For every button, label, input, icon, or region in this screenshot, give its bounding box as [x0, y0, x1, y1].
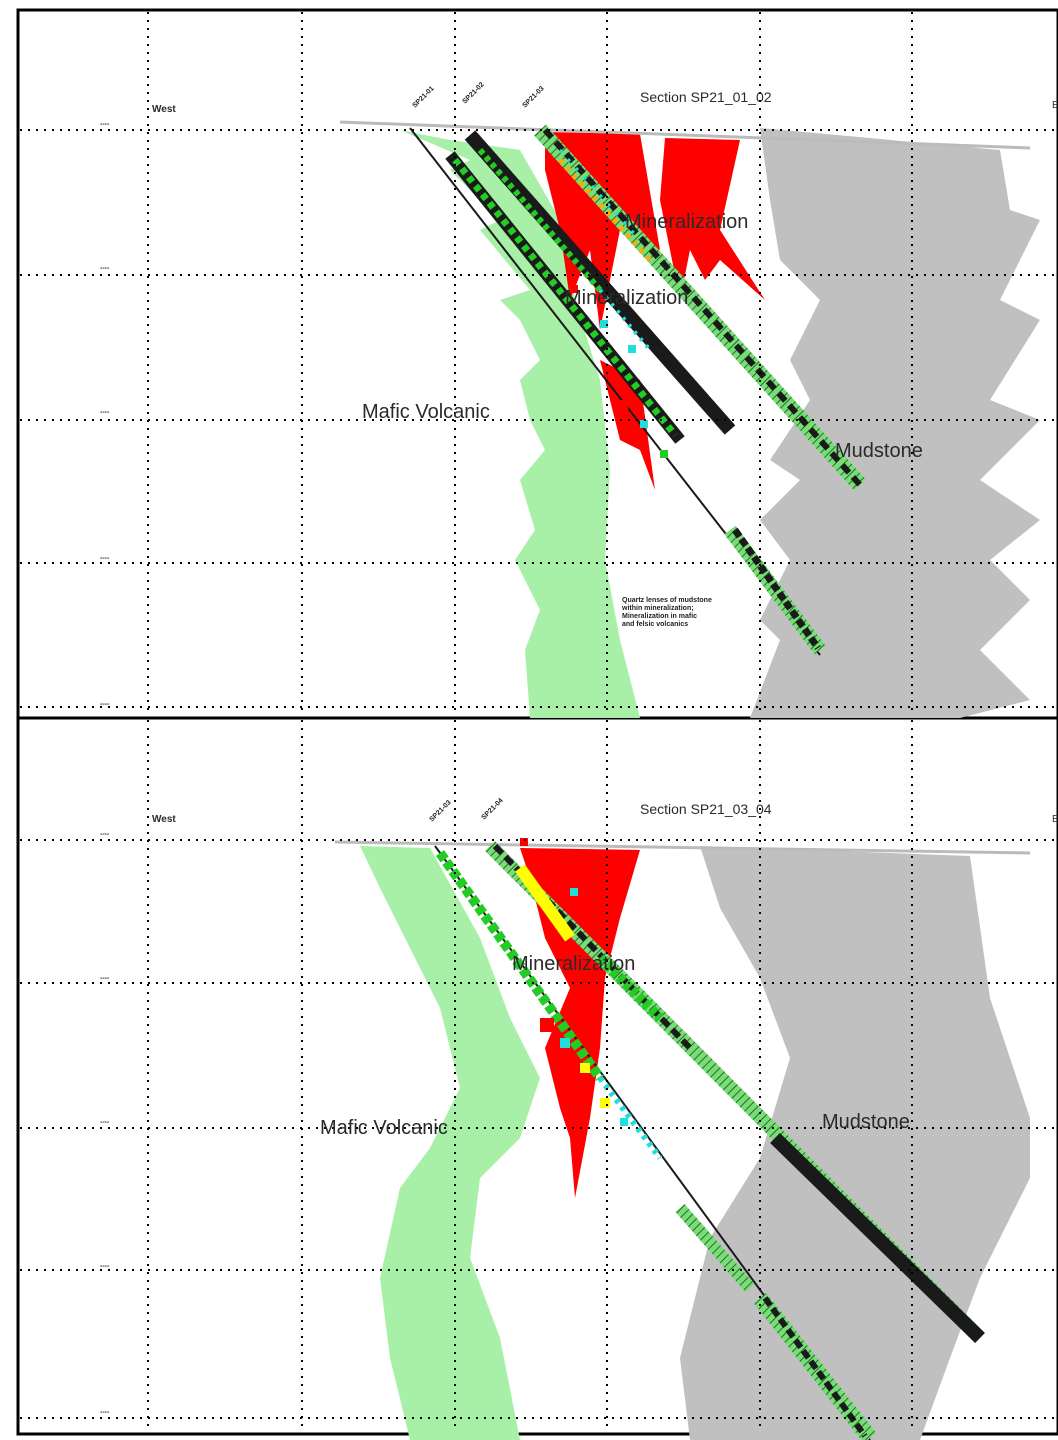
west-label: West: [152, 104, 176, 115]
mineralization-unit-a: [545, 132, 660, 330]
elevation-tick-1: ----: [100, 831, 110, 838]
unit-label-mineralization-lower: Mineralization: [565, 287, 688, 309]
section-panel-1: ---- ---- ---- ---- ---- West E Section …: [16, 8, 1058, 720]
elevation-tick-3: ----: [100, 1119, 110, 1126]
drill-hole-trace-1: [409, 127, 826, 656]
grid-lines: [20, 720, 1058, 1432]
drill-hole-trace-3: [534, 124, 866, 491]
unit-label-mafic: Mafic Volcanic: [362, 401, 490, 423]
assay-markers-2: [520, 838, 628, 1126]
drill-hole-trace-1: [434, 845, 877, 1440]
section-note: Quartz lenses of mudstone within mineral…: [621, 597, 712, 628]
svg-text:Quartz lenses of mudstone: Quartz lenses of mudstone: [622, 597, 712, 604]
unit-label-mudstone: Mudstone: [822, 1111, 910, 1133]
section-title: Section SP21_01_02: [640, 89, 772, 105]
unit-label-mineralization-upper: Mineralization: [625, 211, 748, 233]
west-label: West: [152, 814, 176, 825]
hole-label-2: SP21-04: [480, 797, 504, 821]
east-label: E: [1052, 814, 1058, 825]
elevation-tick-3: ----: [100, 409, 110, 416]
drill-hole-trace-2: [485, 841, 985, 1344]
elevation-tick-5: ----: [100, 1409, 110, 1416]
mineralization-unit: [520, 848, 640, 1198]
section-title: Section SP21_03_04: [640, 801, 772, 817]
panel-frame: [16, 718, 1058, 1436]
hole-label-2: SP21-02: [461, 81, 485, 105]
svg-text:within mineralization;: within mineralization;: [621, 605, 694, 612]
elevation-tick-2: ----: [100, 265, 110, 272]
unit-label-mafic: Mafic Volcanic: [320, 1117, 448, 1139]
grid-lines: [20, 12, 1058, 716]
mafic-unit: [400, 130, 640, 718]
mafic-unit: [360, 846, 540, 1440]
drill-hole-trace-2: [464, 130, 736, 435]
elevation-tick-5: ----: [100, 701, 110, 708]
assay-markers-1: [570, 285, 668, 458]
unit-label-mineralization: Mineralization: [512, 953, 635, 975]
hole-label-1: SP21-03: [428, 799, 452, 823]
elevation-tick-4: ----: [100, 1263, 110, 1270]
section-diagram-2: ---- ---- ---- ---- ---- West E Section …: [16, 718, 1058, 1440]
elevation-tick-2: ----: [100, 975, 110, 982]
mineralization-unit-b: [660, 138, 765, 300]
unit-label-mudstone: Mudstone: [835, 440, 923, 462]
hole-label-1: SP21-01: [411, 85, 435, 109]
surface-line: [334, 840, 1031, 855]
elevation-tick-4: ----: [100, 555, 110, 562]
east-label: E: [1052, 100, 1058, 111]
mudstone-unit: [750, 128, 1040, 718]
surface-line: [339, 120, 1031, 150]
hole-label-3: SP21-03: [521, 85, 545, 109]
section-diagram-1: ---- ---- ---- ---- ---- West E Section …: [16, 8, 1058, 720]
elevation-tick-1: ----: [100, 121, 110, 128]
svg-text:Mineralization in mafic: Mineralization in mafic: [622, 613, 697, 620]
mudstone-unit: [680, 846, 1030, 1440]
section-panel-2: ---- ---- ---- ---- ---- West E Section …: [0, 718, 1058, 1440]
svg-text:and felsic volcanics: and felsic volcanics: [622, 621, 688, 628]
